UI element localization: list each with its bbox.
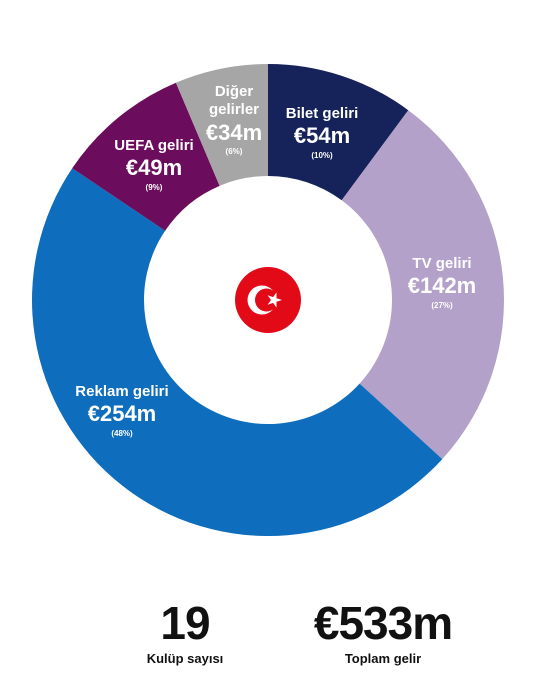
- label-name-uefa-geliri: UEFA geliri: [114, 137, 193, 154]
- club-count-label: Kulüp sayısı: [146, 651, 224, 666]
- label-value-diger-gelirler: €34m: [206, 120, 262, 145]
- slice-diger-gelirler: [175, 64, 268, 186]
- slice-uefa-geliri: [72, 82, 220, 231]
- club-count-stat: 19 Kulüp sayısı: [110, 598, 260, 668]
- club-count-value: 19: [160, 597, 210, 649]
- label-pct-uefa-geliri: (9%): [146, 183, 163, 192]
- label-pct-diger-gelirler: (6%): [226, 147, 243, 156]
- label-pct-tv-geliri: (27%): [431, 301, 453, 310]
- turkey-flag-icon: [235, 267, 301, 333]
- label-value-reklam-geliri: €254m: [88, 401, 157, 426]
- label-value-bilet-geliri: €54m: [294, 123, 350, 148]
- label-name-tv-geliri: TV geliri: [412, 255, 471, 272]
- total-revenue-label: Toplam gelir: [344, 651, 422, 666]
- label-value-tv-geliri: €142m: [408, 273, 477, 298]
- label-name-diger-gelirler: Diğer gelirler: [209, 83, 259, 118]
- label-pct-reklam-geliri: (48%): [111, 429, 133, 438]
- revenue-donut-chart: Bilet geliri€54m (10%) TV geliri€142m (27%)…: [31, 64, 504, 537]
- slice-tv-geliri: [341, 110, 504, 460]
- total-revenue-stat: €533m Toplam gelir: [278, 598, 488, 668]
- slice-reklam-geliri: [31, 168, 443, 537]
- label-value-uefa-geliri: €49m: [126, 155, 182, 180]
- label-name-reklam-geliri: Reklam geliri: [75, 383, 168, 400]
- slice-bilet-geliri: [268, 64, 409, 201]
- label-pct-bilet-geliri: (10%): [311, 151, 333, 160]
- total-revenue-value: €533m: [313, 597, 453, 649]
- label-name-bilet-geliri: Bilet geliri: [286, 105, 359, 122]
